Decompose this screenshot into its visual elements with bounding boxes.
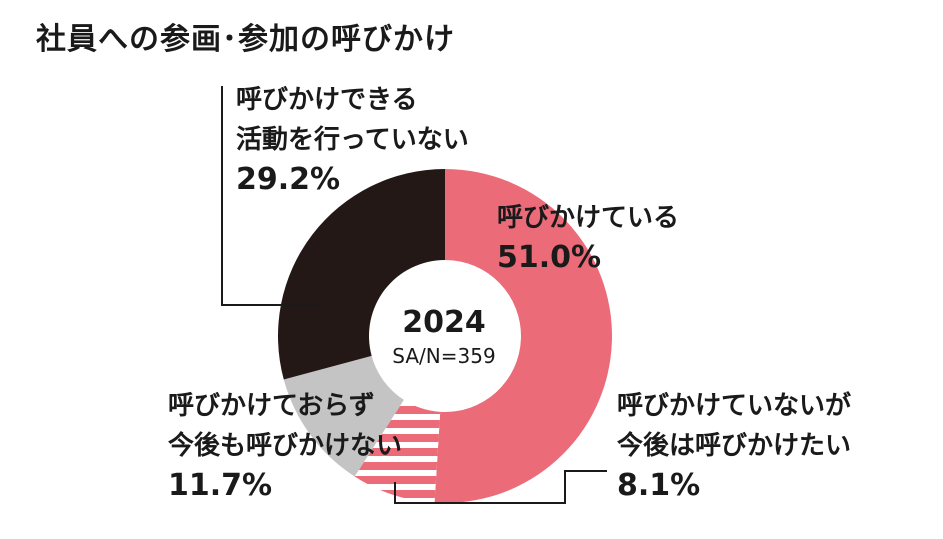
slice-label-no-activity: 呼びかけできる 活動を行っていない 29.2%	[236, 80, 469, 200]
center-year-label: 2024	[402, 305, 486, 340]
slice-value-label: 8.1%	[617, 468, 701, 503]
donut-slice-3	[278, 169, 445, 380]
slice-label-line: 呼びかけている	[497, 203, 680, 233]
slice-label-want-to-call: 呼びかけていないが 今後は呼びかけたい 8.1%	[617, 386, 851, 506]
donut-slice-2	[283, 355, 404, 477]
slice-value-label: 29.2%	[236, 162, 341, 197]
slice-label-line: 活動を行っていない	[236, 125, 469, 155]
slice-label-calling: 呼びかけている 51.0%	[497, 198, 679, 278]
slice-value-label: 51.0%	[497, 240, 602, 275]
chart-title: 社員への参画･参加の呼びかけ	[36, 22, 455, 57]
slice-label-not-planning: 呼びかけておらず 今後も呼びかけない 11.7%	[168, 386, 402, 506]
leader-line-want-to-call	[394, 470, 607, 504]
center-sample-label: SA/N=359	[392, 344, 496, 368]
slice-label-line: 呼びかけておらず	[168, 391, 375, 421]
slice-label-line: 呼びかけていないが	[617, 391, 852, 421]
donut-slice-1	[354, 399, 441, 503]
slice-label-line: 呼びかけできる	[236, 85, 418, 115]
slice-label-line: 今後は呼びかけたい	[617, 431, 852, 461]
donut-slice-0	[434, 169, 613, 503]
slice-value-label: 11.7%	[168, 468, 273, 503]
slice-label-line: 今後も呼びかけない	[168, 431, 403, 461]
leader-line-no-activity	[221, 86, 320, 306]
